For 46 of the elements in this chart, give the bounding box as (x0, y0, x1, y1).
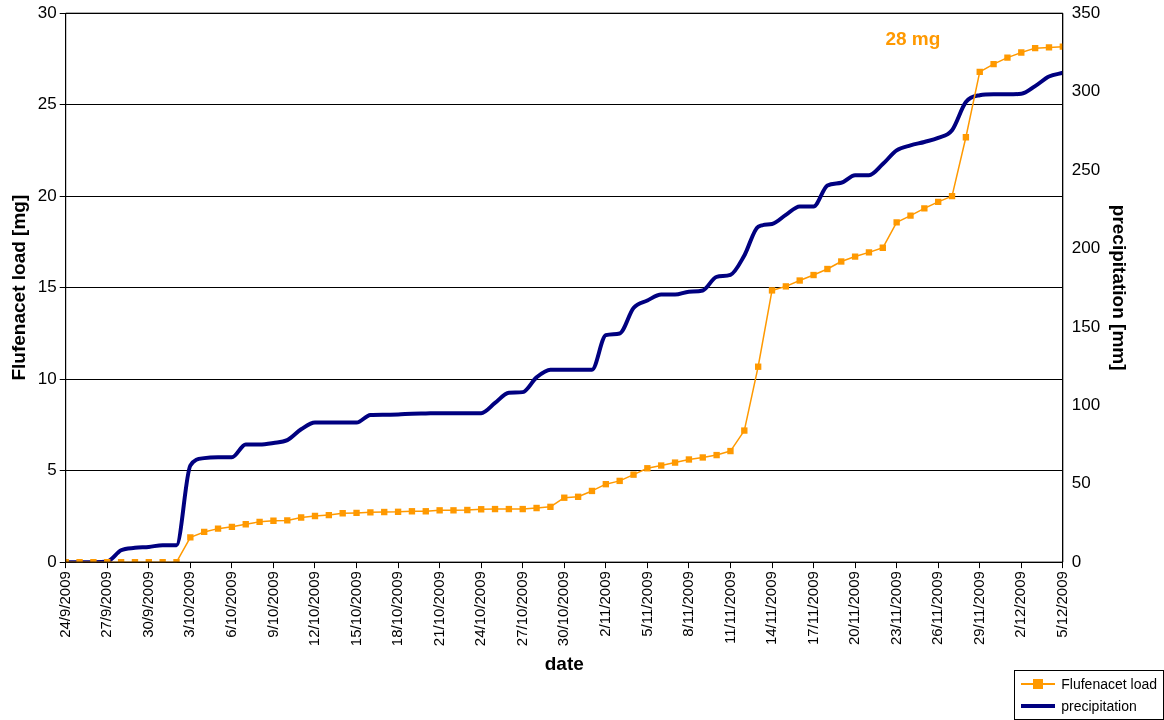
y-tick-label: 5 (47, 460, 57, 480)
x-tick-label: 12/10/2009 (305, 571, 323, 647)
y-tick-label: 15 (37, 277, 57, 297)
x-tick-label: 14/11/2009 (762, 571, 780, 646)
x-tick-label: 27/10/2009 (512, 571, 530, 647)
y2-tick-label: 0 (1071, 551, 1082, 571)
x-tick-label: 17/11/2009 (803, 571, 821, 646)
y2-axis-title: precipitation [mm] (1109, 204, 1131, 371)
x-axis-title: date (544, 652, 584, 674)
y-tick-label: 25 (37, 94, 57, 114)
x-tick-label: 29/11/2009 (969, 571, 987, 646)
x-tick-label: 2/11/2009 (595, 571, 613, 637)
y2-tick-label: 300 (1071, 81, 1101, 101)
legend-label: Flufenacet load (1061, 676, 1157, 692)
x-tick-label: 24/10/2009 (471, 571, 489, 647)
annotation: 28 mg (885, 28, 941, 50)
y2-tick-label: 250 (1071, 159, 1101, 179)
x-tick-label: 18/10/2009 (388, 571, 406, 647)
x-tick-label: 6/10/2009 (222, 571, 240, 638)
x-tick-label: 23/11/2009 (886, 571, 904, 646)
y-tick-label: 20 (37, 185, 57, 205)
x-tick-label: 30/9/2009 (138, 571, 156, 638)
x-tick-label: 27/9/2009 (97, 571, 115, 638)
x-tick-label: 8/11/2009 (679, 571, 697, 637)
y2-tick-label: 200 (1071, 238, 1101, 258)
y2-tick-label: 100 (1071, 394, 1101, 414)
y-tick-label: 10 (37, 368, 57, 388)
x-tick-label: 21/10/2009 (429, 571, 447, 647)
x-tick-label: 26/11/2009 (928, 571, 946, 646)
y2-tick-label: 50 (1071, 473, 1091, 493)
x-tick-label: 24/9/2009 (55, 571, 73, 638)
y2-tick-label: 350 (1071, 2, 1101, 22)
y-tick-label: 30 (37, 2, 57, 22)
x-tick-label: 20/11/2009 (845, 571, 863, 646)
y2-tick-label: 150 (1071, 316, 1101, 336)
y-axis-title: Flufenacet load [mg] (7, 194, 29, 381)
x-tick-label: 30/10/2009 (554, 571, 572, 647)
x-tick-label: 2/12/2009 (1011, 571, 1029, 638)
x-tick-label: 5/11/2009 (637, 571, 655, 637)
x-tick-label: 5/12/2009 (1052, 571, 1070, 638)
x-tick-label: 3/10/2009 (180, 571, 198, 638)
legend-label: precipitation (1061, 698, 1137, 714)
x-tick-label: 9/10/2009 (263, 571, 281, 638)
x-tick-label: 15/10/2009 (346, 571, 364, 647)
x-tick-label: 11/11/2009 (720, 571, 738, 644)
y-tick-label: 0 (47, 551, 57, 571)
